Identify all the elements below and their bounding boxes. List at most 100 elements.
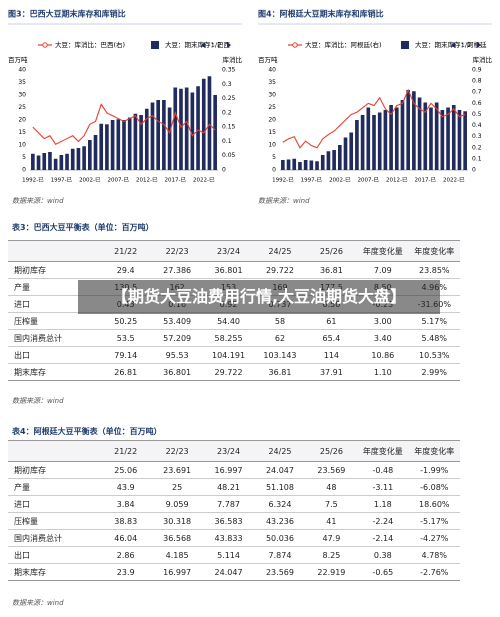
table-cell: 3.40	[357, 329, 409, 347]
bar	[337, 145, 342, 170]
legend-arrow	[451, 42, 455, 48]
table-cell: 7.874	[254, 546, 306, 564]
x-tick-label: 2022-已	[193, 177, 215, 184]
legend-arrow	[477, 42, 481, 48]
legend-swatch	[292, 42, 298, 48]
bar	[309, 160, 314, 170]
table-cell: 10.53%	[408, 346, 460, 364]
bar	[173, 87, 178, 170]
table-cell: 53.409	[151, 312, 203, 330]
row-label: 进口	[8, 495, 100, 513]
table-cell: 10.86	[357, 346, 409, 364]
table-cell: 23.569	[254, 563, 306, 581]
bar	[76, 148, 81, 170]
x-tick-label: 2007-已	[108, 177, 130, 184]
x-tick-label: 1992-已	[22, 177, 44, 184]
table-cell: 58.255	[202, 329, 255, 347]
table-cell: -5.17%	[408, 512, 460, 530]
table-cell: 23.569	[305, 461, 358, 479]
legend-label: 大豆：期末库存：阿根廷	[415, 40, 487, 49]
table-row: 压榨量 38.83 30.318 36.583 43.236 41 -2.24 -5.17%	[8, 512, 460, 530]
table-title: 表3：巴西大豆平衡表（单位：百万吨）	[12, 223, 154, 232]
table-cell: 4.185	[151, 546, 203, 564]
y-axis-label: 百万吨	[258, 55, 278, 64]
legend-label: 大豆：期末库存：巴西	[165, 40, 231, 49]
legend-label: 大豆：库消比：巴西(右)	[55, 40, 125, 49]
y2-tick-label: 0.25	[222, 95, 236, 102]
chart-title: 图3：巴西大豆期末库存和库销比	[8, 9, 126, 19]
table-cell: 23.691	[151, 461, 203, 479]
bar	[93, 135, 98, 170]
table-row: 国内消费总计 46.04 36.568 43.833 50.036 47.9 -2.14 -4…	[8, 529, 460, 547]
bar	[389, 105, 393, 170]
bar	[286, 159, 291, 170]
bar	[42, 153, 47, 170]
table-cell: 50.25	[100, 312, 152, 330]
table-cell: 54.40	[202, 312, 255, 330]
bar	[406, 90, 411, 170]
table-cell: 29.722	[202, 363, 255, 381]
y-tick-label: 25	[268, 104, 276, 111]
table-cell: -0.48	[357, 461, 409, 479]
banner: 【期货大豆油费用行情,大豆油期货大盘】	[78, 280, 440, 314]
table-cell: 4.78%	[408, 546, 460, 564]
bar	[372, 115, 376, 170]
table-cell: 36.801	[202, 261, 255, 279]
legend-arrow	[201, 42, 205, 48]
bar	[127, 117, 132, 170]
bar	[463, 111, 467, 170]
table-cell: 36.81	[305, 261, 358, 279]
row-label: 期初库存	[8, 461, 100, 479]
chart-title: 图4：阿根廷大豆期末库存和库销比	[258, 9, 384, 19]
bar	[394, 107, 399, 170]
table-cell: 3.84	[100, 495, 152, 513]
source: 数据来源：wind	[258, 197, 310, 205]
table-cell: 43.833	[202, 529, 255, 547]
bar	[400, 100, 405, 170]
y2-tick-label: 0.7	[472, 89, 482, 96]
x-tick-label: 2012-已	[136, 177, 158, 184]
table-cell: 65.4	[305, 329, 358, 347]
table-cell: 114	[305, 346, 358, 364]
table-cell: 0.38	[357, 546, 409, 564]
bar	[440, 110, 445, 170]
bar	[70, 148, 75, 170]
y2-tick-label: 0.15	[222, 124, 236, 131]
header-cell: 23/24	[202, 440, 255, 462]
table-row: 出口 79.14 95.53 104.191 103.143 114 10.86 10.53%	[8, 346, 460, 364]
bar	[423, 102, 428, 170]
table-cell: 61	[305, 312, 358, 330]
bar	[110, 120, 115, 170]
table-cell: -4.27%	[408, 529, 460, 547]
bar	[434, 102, 439, 170]
header-cell: 24/25	[254, 440, 306, 462]
row-label: 期末库存	[8, 563, 100, 581]
bar	[139, 115, 143, 170]
bar	[122, 120, 126, 170]
table-cell: 24.047	[254, 461, 306, 479]
y2-tick-label: 0.3	[472, 133, 482, 140]
header-cell: 24/25	[254, 240, 306, 262]
table-cell: 1.10	[357, 363, 409, 381]
table-cell: 46.04	[100, 529, 152, 547]
table-cell: 24.047	[202, 563, 255, 581]
table-row: 压榨量 50.25 53.409 54.40 58 61 3.00 5.17%	[8, 312, 460, 330]
row-label: 出口	[8, 346, 100, 364]
table-cell: -6.08%	[408, 478, 460, 496]
bar	[207, 76, 212, 170]
header-cell: 22/23	[151, 240, 203, 262]
bar	[320, 155, 325, 170]
y-tick-label: 20	[18, 117, 26, 124]
table-cell: 23.9	[100, 563, 152, 581]
source: 数据来源：wind	[12, 599, 64, 607]
y-tick-label: 5	[272, 154, 276, 161]
table-cell: 7.787	[202, 495, 255, 513]
table-cell: 7.09	[357, 261, 409, 279]
legend-swatch	[151, 41, 159, 49]
legend-label: 大豆：库消比：阿根廷(右)	[305, 40, 382, 49]
y-tick-label: 15	[18, 129, 26, 136]
y2-tick-label: 0.35	[222, 67, 236, 74]
legend-swatch	[401, 41, 409, 49]
bar	[281, 160, 285, 170]
y-tick-label: 10	[18, 142, 26, 149]
